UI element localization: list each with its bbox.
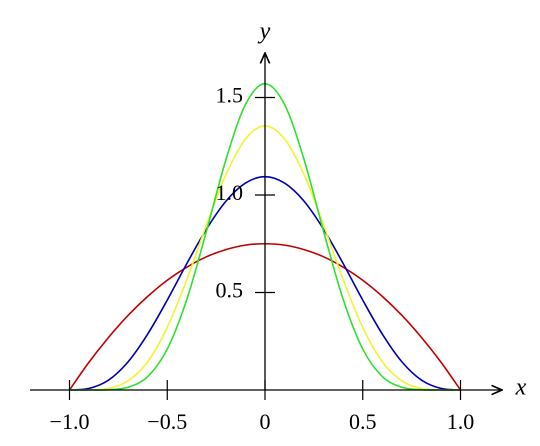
y-axis-label: y <box>258 19 271 45</box>
x-tick-label: 1.0 <box>447 409 475 434</box>
y-tick-label: 1.5 <box>216 83 244 108</box>
x-axis-label: x <box>515 375 527 401</box>
x-tick-label: 0 <box>260 409 271 434</box>
x-tick-label: −1.0 <box>50 409 90 434</box>
y-tick-label: 0.5 <box>216 278 244 303</box>
x-tick-label: −0.5 <box>147 409 187 434</box>
y-tick-label: 1.0 <box>216 180 244 205</box>
x-tick-label: 0.5 <box>349 409 377 434</box>
